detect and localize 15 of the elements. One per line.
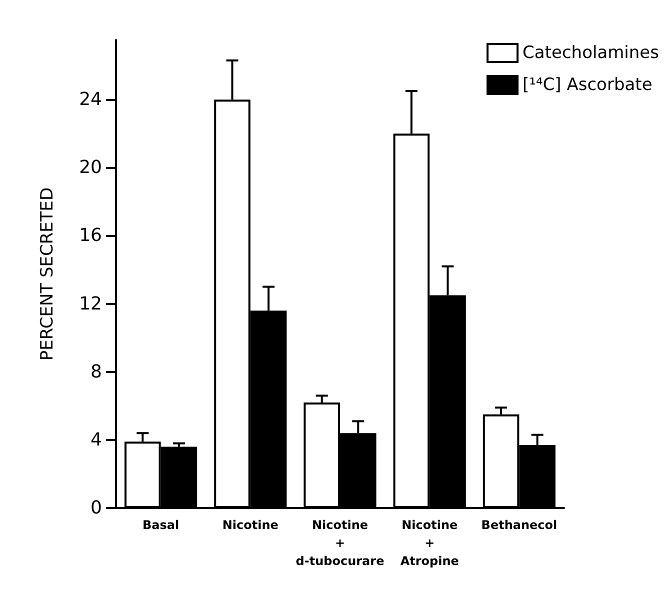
x-tick-label: Nicotine + d-tubocurare [296,518,384,568]
y-axis-title: PERCENT SECRETED [38,187,58,361]
y-tick-label: 4 [90,429,102,450]
x-tick-label: Nicotine [222,518,278,532]
y-tick-label: 16 [79,225,102,246]
x-tick-label: Bethanecol [481,518,558,532]
y-tick-label: 20 [79,157,102,178]
x-tick-label: Nicotine + Atropine [400,518,459,568]
y-tick-label: 0 [90,498,102,518]
y-tick-label: 12 [79,293,102,314]
legend-label: [¹⁴C] Ascorbate [522,75,652,95]
legend-label: Catecholamines [522,43,660,63]
y-tick-label: 8 [90,361,102,382]
y-tick-label: 24 [79,89,102,110]
x-tick-label: Basal [142,518,180,532]
